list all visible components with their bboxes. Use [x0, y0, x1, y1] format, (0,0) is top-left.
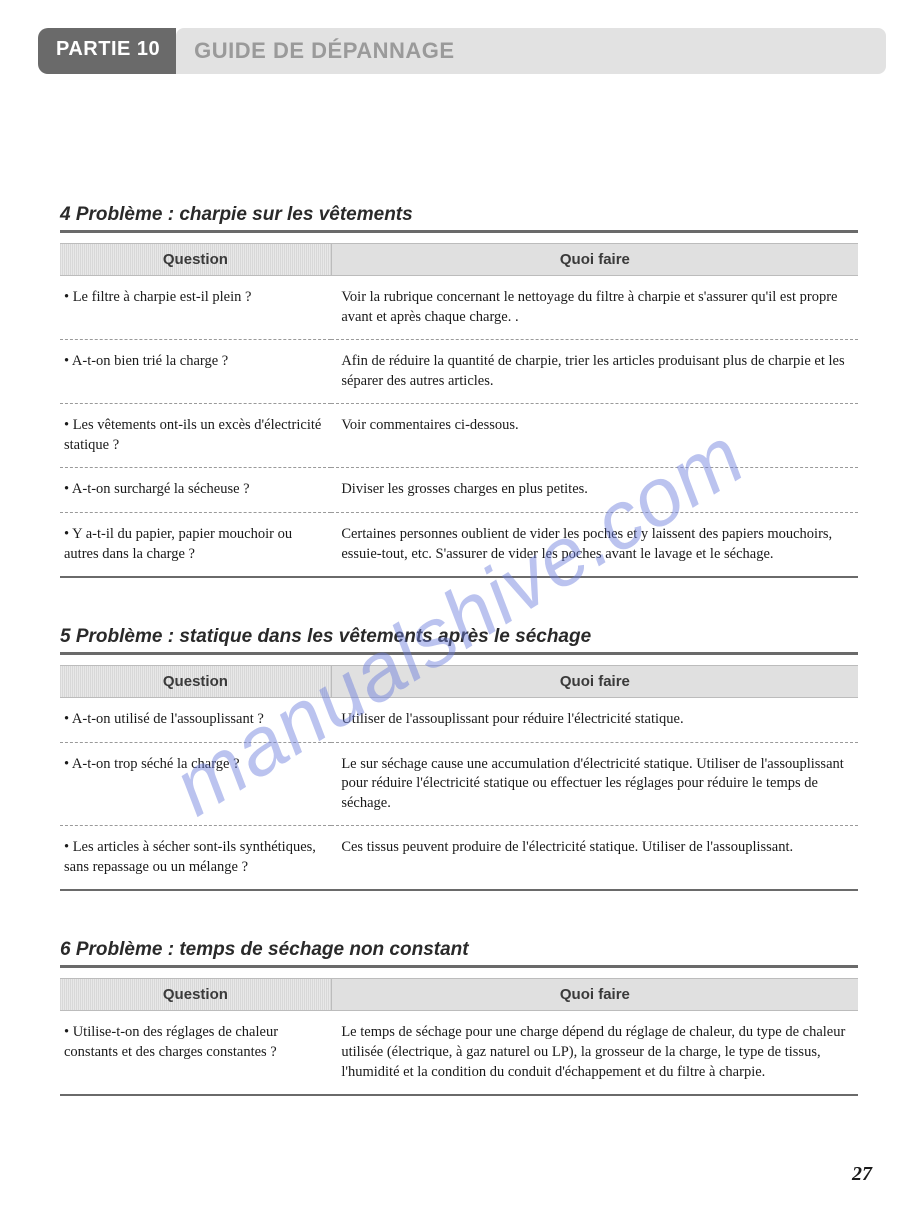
action-cell: Certaines personnes oublient de vider le… [331, 512, 858, 576]
page-title: GUIDE DE DÉPANNAGE [194, 38, 454, 63]
table-row: • Y a-t-il du papier, papier mouchoir ou… [60, 512, 858, 576]
table-row: • A-t-on surchargé la sécheuse ?Diviser … [60, 468, 858, 513]
table-row: • Les vêtements ont-ils un excès d'élect… [60, 404, 858, 468]
col-action: Quoi faire [331, 244, 858, 276]
section-6-rule [60, 1094, 858, 1096]
col-action: Quoi faire [331, 979, 858, 1011]
col-question: Question [60, 979, 331, 1011]
section-5-rule [60, 889, 858, 891]
page-number: 27 [852, 1163, 872, 1186]
question-cell: • A-t-on trop séché la charge ? [60, 742, 331, 826]
question-cell: • Utilise-t-on des réglages de chaleur c… [60, 1011, 331, 1094]
table-row: • Utilise-t-on des réglages de chaleur c… [60, 1011, 858, 1094]
table-header-row: Question Quoi faire [60, 979, 858, 1011]
col-action: Quoi faire [331, 666, 858, 698]
action-cell: Voir commentaires ci-dessous. [331, 404, 858, 468]
col-question: Question [60, 666, 331, 698]
section-5-title: 5 Problème : statique dans les vêtements… [60, 626, 858, 655]
section-6-table: Question Quoi faire • Utilise-t-on des r… [60, 978, 858, 1094]
table-header-row: Question Quoi faire [60, 666, 858, 698]
action-cell: Ces tissus peuvent produire de l'électri… [331, 826, 858, 890]
section-4: 4 Problème : charpie sur les vêtements Q… [60, 204, 858, 578]
table-row: • Le filtre à charpie est-il plein ?Voir… [60, 276, 858, 340]
section-4-title: 4 Problème : charpie sur les vêtements [60, 204, 858, 233]
table-row: • A-t-on bien trié la charge ?Afin de ré… [60, 340, 858, 404]
action-cell: Le sur séchage cause une accumulation d'… [331, 742, 858, 826]
question-cell: • Les articles à sécher sont-ils synthét… [60, 826, 331, 890]
table-row: • A-t-on utilisé de l'assouplissant ?Uti… [60, 698, 858, 743]
section-5: 5 Problème : statique dans les vêtements… [60, 626, 858, 891]
action-cell: Afin de réduire la quantité de charpie, … [331, 340, 858, 404]
action-cell: Utiliser de l'assouplissant pour réduire… [331, 698, 858, 743]
table-header-row: Question Quoi faire [60, 244, 858, 276]
table-row: • Les articles à sécher sont-ils synthét… [60, 826, 858, 890]
action-cell: Le temps de séchage pour une charge dépe… [331, 1011, 858, 1094]
page-header: PARTIE 10 GUIDE DE DÉPANNAGE [0, 28, 918, 74]
content-area: 4 Problème : charpie sur les vêtements Q… [0, 204, 918, 1096]
section-4-rule [60, 576, 858, 578]
question-cell: • Le filtre à charpie est-il plein ? [60, 276, 331, 340]
col-question: Question [60, 244, 331, 276]
question-cell: • A-t-on surchargé la sécheuse ? [60, 468, 331, 513]
section-4-table: Question Quoi faire • Le filtre à charpi… [60, 243, 858, 576]
question-cell: • Y a-t-il du papier, papier mouchoir ou… [60, 512, 331, 576]
action-cell: Voir la rubrique concernant le nettoyage… [331, 276, 858, 340]
section-5-table: Question Quoi faire • A-t-on utilisé de … [60, 665, 858, 889]
title-bar: GUIDE DE DÉPANNAGE [176, 28, 886, 74]
table-row: • A-t-on trop séché la charge ?Le sur sé… [60, 742, 858, 826]
question-cell: • Les vêtements ont-ils un excès d'élect… [60, 404, 331, 468]
partie-badge: PARTIE 10 [38, 28, 176, 74]
section-6: 6 Problème : temps de séchage non consta… [60, 939, 858, 1096]
section-6-title: 6 Problème : temps de séchage non consta… [60, 939, 858, 968]
question-cell: • A-t-on bien trié la charge ? [60, 340, 331, 404]
question-cell: • A-t-on utilisé de l'assouplissant ? [60, 698, 331, 743]
action-cell: Diviser les grosses charges en plus peti… [331, 468, 858, 513]
